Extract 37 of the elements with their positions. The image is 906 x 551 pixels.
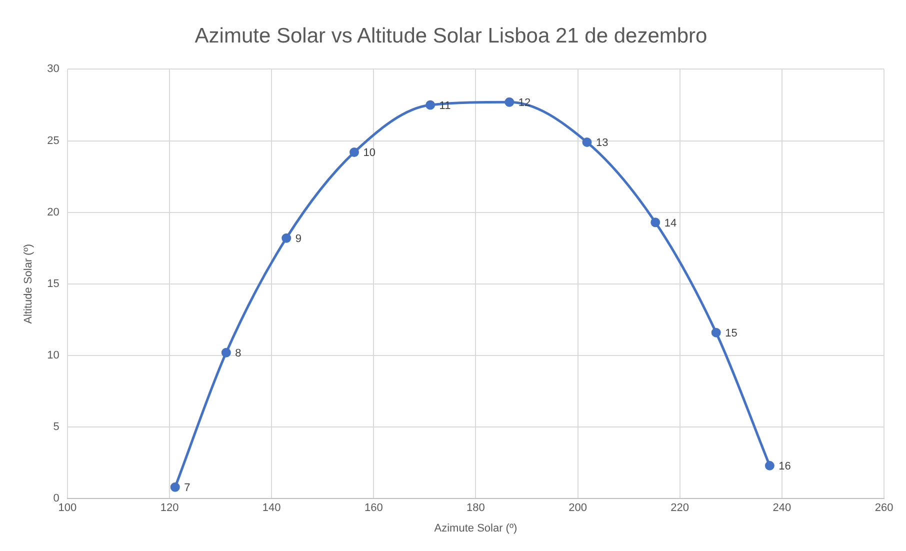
x-tick-label: 200 (568, 502, 587, 514)
y-tick-label: 20 (47, 206, 60, 218)
x-tick-label: 120 (160, 502, 179, 514)
x-tick-label: 240 (772, 502, 792, 514)
annotation: 8 (235, 348, 242, 360)
point (764, 460, 774, 470)
annotation: 13 (596, 137, 608, 150)
y-axis-title: Altitude Solar (º) (22, 244, 35, 324)
y-tick-label: 25 (47, 134, 60, 147)
y-tick-label: 30 (47, 63, 60, 76)
point (170, 482, 180, 492)
annotation: 7 (184, 482, 190, 494)
x-tick-label: 140 (262, 502, 281, 514)
point (282, 233, 292, 243)
point (582, 137, 592, 147)
x-tick-label: 180 (466, 502, 485, 514)
x-tick-label: 260 (874, 502, 894, 514)
annotation: 14 (664, 217, 677, 230)
x-tick-label: 100 (58, 502, 77, 514)
y-tick-label: 5 (53, 421, 60, 434)
point (221, 348, 231, 358)
annotation: 16 (778, 460, 791, 473)
x-tick-label: 220 (670, 502, 690, 514)
y-tick-label: 0 (53, 492, 60, 505)
annotation: 10 (363, 147, 376, 160)
y-tick-label: 15 (47, 278, 60, 290)
point (711, 328, 721, 338)
annotation: 15 (725, 328, 738, 340)
point (504, 97, 514, 107)
point (650, 218, 660, 228)
x-tick-label: 160 (364, 502, 383, 514)
point (426, 100, 436, 110)
chart-title: Azimute Solar vs Altitude Solar Lisboa 21 de dezembro (194, 24, 708, 48)
x-axis-title: Azimute Solar (º) (434, 522, 518, 534)
y-tick-label: 10 (47, 350, 60, 362)
annotation: 9 (295, 233, 302, 246)
point (350, 147, 360, 157)
